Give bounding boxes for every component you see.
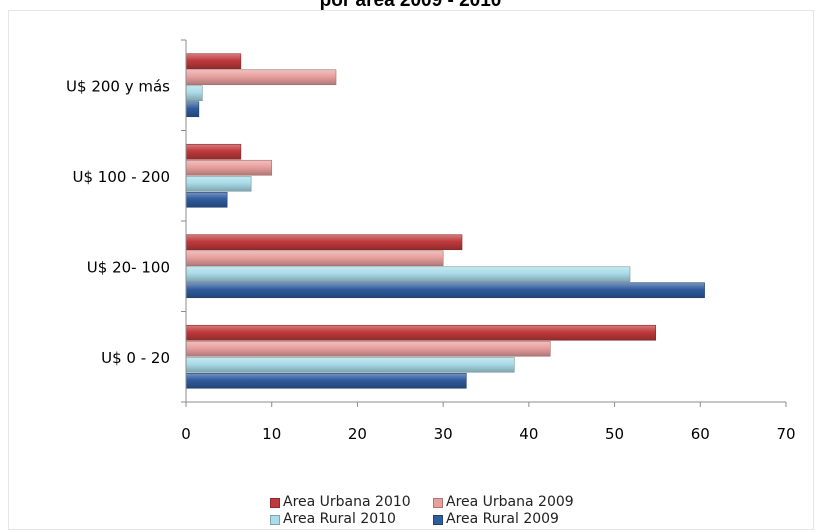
x-tick-label: 40 <box>519 425 538 443</box>
x-tick-label: 10 <box>262 425 281 443</box>
bar-area-rural-2010-1 <box>185 266 631 283</box>
bar-area-urbana-2010-3 <box>185 53 242 70</box>
bar-area-rural-2010-2 <box>185 175 252 192</box>
axes-group: U$ 0 - 20 U$ 20- 100 U$ 100 - 200 U$ 200 y … <box>66 39 796 443</box>
x-tick-label: 50 <box>605 425 624 443</box>
bar-area-rural-2009-3 <box>185 101 200 118</box>
bar-area-urbana-2009-0 <box>185 340 551 357</box>
legend-item-rural-2010: Area Rural 2010 <box>270 511 433 528</box>
bar-area-rural-2009-1 <box>185 282 705 299</box>
bar-area-urbana-2010-0 <box>185 324 657 341</box>
legend-item-urbana-2009: Area Urbana 2009 <box>433 494 574 511</box>
category-label: U$ 20- 100 <box>87 258 170 276</box>
legend-swatch <box>433 514 443 525</box>
x-tick-label: 20 <box>348 425 367 443</box>
bar-area-rural-2010-3 <box>185 85 203 102</box>
legend-label: Area Urbana 2010 <box>283 494 411 510</box>
bar-area-rural-2010-0 <box>185 356 515 373</box>
legend-item-rural-2009: Area Rural 2009 <box>433 511 559 528</box>
legend-swatch <box>433 497 443 508</box>
bar-area-urbana-2010-2 <box>185 143 242 160</box>
bar-area-rural-2009-0 <box>185 372 467 389</box>
category-label: U$ 200 y más <box>66 77 170 95</box>
x-tick-label: 70 <box>776 425 795 443</box>
legend-label: Area Rural 2010 <box>283 511 396 527</box>
bar-area-urbana-2009-3 <box>185 69 337 86</box>
bar-chart: U$ 0 - 20 U$ 20- 100 U$ 100 - 200 U$ 200 y … <box>66 39 796 443</box>
chart-legend: Area Urbana 2010 Area Urbana 2009 Area R… <box>270 494 630 528</box>
x-tick-label: 60 <box>691 425 710 443</box>
legend-label: Area Urbana 2009 <box>446 494 574 510</box>
bar-area-urbana-2009-2 <box>185 159 273 176</box>
legend-swatch <box>270 497 280 508</box>
category-label: U$ 100 - 200 <box>73 168 171 186</box>
bar-area-rural-2009-2 <box>185 191 228 208</box>
bars-group <box>185 53 705 389</box>
legend-swatch <box>270 514 280 525</box>
legend-label: Area Rural 2009 <box>446 511 559 527</box>
chart-frame <box>8 10 814 530</box>
legend-item-urbana-2010: Area Urbana 2010 <box>270 494 433 511</box>
category-label: U$ 0 - 20 <box>101 349 170 367</box>
chart-title: por área 2009 - 2010 <box>319 0 502 11</box>
x-tick-label: 0 <box>181 425 191 443</box>
bar-area-urbana-2010-1 <box>185 234 463 251</box>
x-tick-label: 30 <box>434 425 453 443</box>
bar-area-urbana-2009-1 <box>185 250 444 267</box>
